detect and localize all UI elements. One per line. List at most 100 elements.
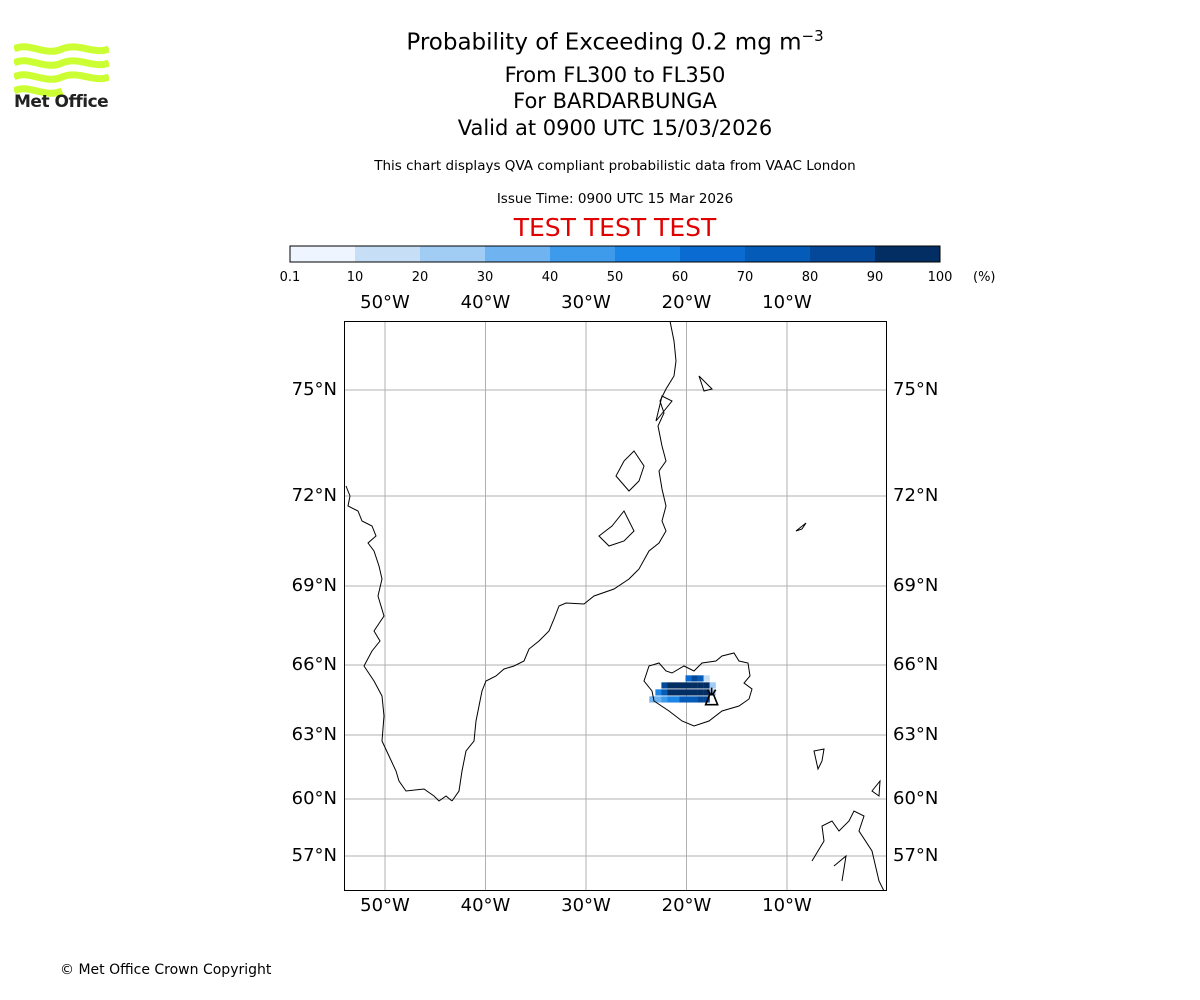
coastline-scotland	[811, 779, 885, 891]
probability-cell	[697, 689, 704, 696]
gridlines	[344, 321, 887, 891]
colorbar-tick-label: 20	[411, 270, 429, 285]
logo-wave-4	[14, 85, 64, 97]
probability-cell	[679, 696, 686, 703]
lon-tick-label-top: 20°W	[661, 292, 712, 313]
volcano-icon	[704, 687, 719, 706]
colorbar-segment	[550, 246, 615, 262]
colorbar-tick-label: 70	[736, 270, 754, 285]
lon-tick-label-bottom: 30°W	[561, 895, 611, 916]
logo-waves	[14, 43, 109, 97]
valid-time: Valid at 0900 UTC 15/03/2026	[457, 116, 773, 140]
lat-tick-label-right: 72°N	[893, 485, 939, 506]
lon-tick-label-top: 40°W	[460, 292, 511, 313]
colorbar-segment	[680, 246, 745, 262]
colorbar-tick-label: 60	[671, 270, 689, 285]
colorbar-segment	[290, 246, 355, 262]
lon-tick-label-bottom: 20°W	[661, 895, 712, 916]
probability-cell	[661, 689, 668, 696]
probability-cell	[661, 682, 668, 689]
lat-tick-label-left: 57°N	[291, 845, 337, 866]
probability-cell	[673, 682, 680, 689]
lon-tick-label-bottom: 50°W	[360, 895, 410, 916]
lat-tick-label-left: 69°N	[291, 575, 337, 596]
probability-cell	[703, 696, 710, 703]
logo-wave-2	[14, 57, 109, 69]
colorbar-segment	[745, 246, 810, 262]
probability-cell	[691, 689, 698, 696]
lon-tick-label-bottom: 10°W	[762, 895, 812, 916]
probability-cell	[667, 682, 674, 689]
colorbar-tick-label: 40	[541, 270, 559, 285]
colorbar-segment	[485, 246, 550, 262]
probability-cell	[685, 689, 692, 696]
coastline-iceland	[643, 652, 753, 727]
lon-tick-label-bottom: 40°W	[460, 895, 511, 916]
probability-cell	[697, 696, 704, 703]
probability-cell	[667, 696, 674, 703]
probability-cell	[667, 689, 674, 696]
colorbar-tick-label: 90	[866, 270, 884, 285]
chart-description: This chart displays QVA compliant probab…	[374, 158, 856, 174]
lat-tick-label-right: 57°N	[893, 845, 939, 866]
colorbar-unit: (%)	[973, 270, 996, 285]
colorbar-frame	[289, 245, 941, 263]
probability-cell	[655, 689, 662, 696]
lat-tick-label-right: 63°N	[893, 724, 939, 745]
colorbar-tick-label: 10	[346, 270, 364, 285]
lon-tick-label-top: 30°W	[561, 292, 611, 313]
colorbar-tick-label: 0.1	[279, 270, 301, 285]
probability-cell	[679, 682, 686, 689]
probability-cell	[709, 689, 716, 696]
probability-cell	[685, 696, 692, 703]
logo-wave-1	[14, 43, 109, 55]
lat-tick-label-right: 75°N	[893, 379, 939, 400]
probability-cell	[655, 696, 662, 703]
probability-cell	[703, 682, 710, 689]
colorbar-tick-label: 100	[927, 270, 953, 285]
chart-title: Probability of Exceeding 0.2 mg m−3	[0, 27, 1200, 56]
probability-cell	[697, 682, 704, 689]
lat-tick-label-right: 69°N	[893, 575, 939, 596]
colorbar-tick-label: 50	[606, 270, 624, 285]
probability-cell	[691, 682, 698, 689]
copyright: © Met Office Crown Copyright	[60, 962, 272, 978]
logo-text: Met Office	[14, 92, 109, 112]
coastline-faroe	[813, 748, 825, 771]
map-plot	[344, 321, 887, 891]
test-banner: TEST TEST TEST	[513, 213, 717, 242]
colorbar-tick-label: 80	[801, 270, 819, 285]
probability-cell	[697, 675, 704, 682]
probability-cell	[691, 675, 698, 682]
lat-tick-label-left: 75°N	[291, 379, 337, 400]
colorbar-tick-label: 30	[476, 270, 494, 285]
coastline-greenland-west	[345, 485, 453, 802]
flight-level-range: From FL300 to FL350	[504, 63, 726, 87]
probability-cell	[661, 696, 668, 703]
probability-cell	[709, 682, 716, 689]
probability-cell	[673, 696, 680, 703]
lat-tick-label-left: 66°N	[291, 654, 337, 675]
probability-cell	[685, 675, 692, 682]
probability-cell	[703, 689, 710, 696]
issue-time: Issue Time: 0900 UTC 15 Mar 2026	[496, 191, 734, 207]
probability-cells	[649, 675, 716, 703]
lat-tick-label-left: 60°N	[291, 788, 337, 809]
met-office-logo	[14, 43, 109, 97]
chart-title-exponent: −3	[801, 27, 824, 45]
coastline-jan-mayen	[795, 522, 807, 532]
probability-cell	[679, 689, 686, 696]
lon-tick-label-top: 50°W	[360, 292, 410, 313]
colorbar-segment	[615, 246, 680, 262]
probability-cell	[691, 696, 698, 703]
probability-cell	[649, 696, 656, 703]
colorbar-segment	[810, 246, 875, 262]
logo-wave-3	[14, 71, 109, 83]
colorbar-segment	[420, 246, 485, 262]
lat-tick-label-right: 66°N	[893, 654, 939, 675]
colorbar	[289, 245, 941, 263]
lat-tick-label-left: 63°N	[291, 724, 337, 745]
probability-cell	[685, 682, 692, 689]
volcano-name: For BARDARBUNGA	[513, 89, 717, 113]
lat-tick-label-left: 72°N	[291, 485, 337, 506]
